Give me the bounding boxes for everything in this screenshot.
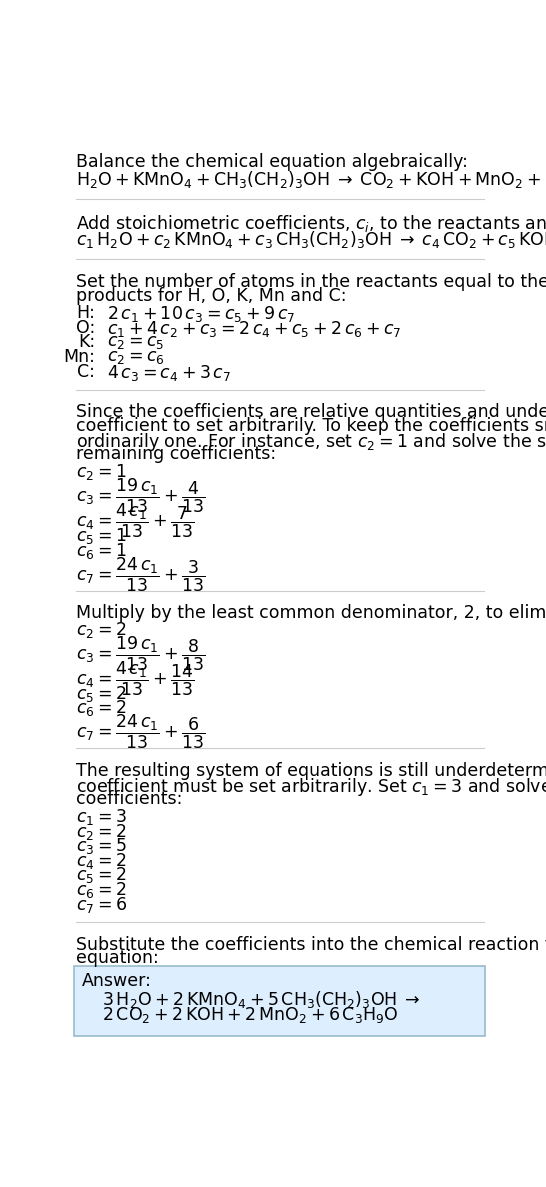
Text: $c_2 = c_6$: $c_2 = c_6$ [107, 348, 165, 366]
Text: ordinarily one. For instance, set $c_2 = 1$ and solve the system of equations fo: ordinarily one. For instance, set $c_2 =… [76, 431, 546, 453]
Text: C:: C: [78, 363, 96, 381]
Text: $4\,c_3 = c_4 + 3\,c_7$: $4\,c_3 = c_4 + 3\,c_7$ [107, 363, 231, 382]
Text: $3\,\mathrm{H_2O} + 2\,\mathrm{KMnO_4} + 5\,\mathrm{CH_3(CH_2)_3OH} \;\rightarro: $3\,\mathrm{H_2O} + 2\,\mathrm{KMnO_4} +… [102, 990, 420, 1010]
Text: Multiply by the least common denominator, 2, to eliminate fractional coefficient: Multiply by the least common denominator… [76, 604, 546, 622]
Text: $c_3 = \dfrac{19\,c_1}{13} + \dfrac{4}{13}$: $c_3 = \dfrac{19\,c_1}{13} + \dfrac{4}{1… [76, 477, 205, 515]
Text: Add stoichiometric coefficients, $c_i$, to the reactants and products:: Add stoichiometric coefficients, $c_i$, … [76, 214, 546, 235]
Text: coefficient must be set arbitrarily. Set $c_1 = 3$ and solve for the remaining: coefficient must be set arbitrarily. Set… [76, 776, 546, 798]
Text: coefficients:: coefficients: [76, 791, 182, 808]
Text: $c_2 = 2$: $c_2 = 2$ [76, 620, 126, 640]
Text: Since the coefficients are relative quantities and underdetermined, choose a: Since the coefficients are relative quan… [76, 404, 546, 421]
Text: remaining coefficients:: remaining coefficients: [76, 445, 276, 463]
Text: K:: K: [78, 334, 96, 351]
FancyBboxPatch shape [74, 966, 485, 1035]
Text: O:: O: [76, 319, 96, 337]
Text: $2\,\mathrm{CO_2} + 2\,\mathrm{KOH} + 2\,\mathrm{MnO_2} + 6\,\mathrm{C_3H_9O}$: $2\,\mathrm{CO_2} + 2\,\mathrm{KOH} + 2\… [102, 1005, 398, 1024]
Text: Answer:: Answer: [82, 972, 152, 990]
Text: Substitute the coefficients into the chemical reaction to obtain the balanced: Substitute the coefficients into the che… [76, 935, 546, 953]
Text: $c_7 = \dfrac{24\,c_1}{13} + \dfrac{6}{13}$: $c_7 = \dfrac{24\,c_1}{13} + \dfrac{6}{1… [76, 713, 205, 751]
Text: $c_5 = 2$: $c_5 = 2$ [76, 865, 126, 886]
Text: The resulting system of equations is still underdetermined, so an additional: The resulting system of equations is sti… [76, 762, 546, 780]
Text: $c_1 + 4\,c_2 + c_3 = 2\,c_4 + c_5 + 2\,c_6 + c_7$: $c_1 + 4\,c_2 + c_3 = 2\,c_4 + c_5 + 2\,… [107, 319, 401, 338]
Text: Balance the chemical equation algebraically:: Balance the chemical equation algebraica… [76, 153, 468, 171]
Text: Mn:: Mn: [63, 348, 96, 366]
Text: $c_1 = 3$: $c_1 = 3$ [76, 807, 127, 827]
Text: equation:: equation: [76, 950, 159, 967]
Text: $c_3 = 5$: $c_3 = 5$ [76, 836, 127, 856]
Text: H:: H: [76, 304, 96, 322]
Text: $c_4 = \dfrac{4\,c_1}{13} + \dfrac{7}{13}$: $c_4 = \dfrac{4\,c_1}{13} + \dfrac{7}{13… [76, 501, 194, 540]
Text: $c_6 = 2$: $c_6 = 2$ [76, 698, 126, 718]
Text: $c_2 = c_5$: $c_2 = c_5$ [107, 334, 164, 351]
Text: $c_7 = 6$: $c_7 = 6$ [76, 895, 127, 915]
Text: $c_2 = 1$: $c_2 = 1$ [76, 462, 127, 482]
Text: $2\,c_1 + 10\,c_3 = c_5 + 9\,c_7$: $2\,c_1 + 10\,c_3 = c_5 + 9\,c_7$ [107, 304, 295, 324]
Text: $c_7 = \dfrac{24\,c_1}{13} + \dfrac{3}{13}$: $c_7 = \dfrac{24\,c_1}{13} + \dfrac{3}{1… [76, 556, 205, 594]
Text: $c_4 = \dfrac{4\,c_1}{13} + \dfrac{14}{13}$: $c_4 = \dfrac{4\,c_1}{13} + \dfrac{14}{1… [76, 659, 194, 698]
Text: $c_5 = 1$: $c_5 = 1$ [76, 526, 127, 546]
Text: Set the number of atoms in the reactants equal to the number of atoms in the: Set the number of atoms in the reactants… [76, 273, 546, 291]
Text: $c_6 = 1$: $c_6 = 1$ [76, 540, 127, 560]
Text: products for H, O, K, Mn and C:: products for H, O, K, Mn and C: [76, 287, 347, 305]
Text: $c_1\,\mathrm{H_2O} + c_2\,\mathrm{KMnO_4} + c_3\,\mathrm{CH_3(CH_2)_3OH} \;\rig: $c_1\,\mathrm{H_2O} + c_2\,\mathrm{KMnO_… [76, 229, 546, 249]
Text: $c_5 = 2$: $c_5 = 2$ [76, 684, 126, 704]
Text: $c_2 = 2$: $c_2 = 2$ [76, 821, 126, 842]
Text: $c_6 = 2$: $c_6 = 2$ [76, 880, 126, 900]
Text: $\mathrm{H_2O + KMnO_4 + CH_3(CH_2)_3OH} \;\rightarrow\; \mathrm{CO_2 + KOH + Mn: $\mathrm{H_2O + KMnO_4 + CH_3(CH_2)_3OH}… [76, 169, 546, 190]
Text: $c_4 = 2$: $c_4 = 2$ [76, 851, 126, 871]
Text: $c_3 = \dfrac{19\,c_1}{13} + \dfrac{8}{13}$: $c_3 = \dfrac{19\,c_1}{13} + \dfrac{8}{1… [76, 635, 205, 673]
Text: coefficient to set arbitrarily. To keep the coefficients small, the arbitrary va: coefficient to set arbitrarily. To keep … [76, 418, 546, 436]
